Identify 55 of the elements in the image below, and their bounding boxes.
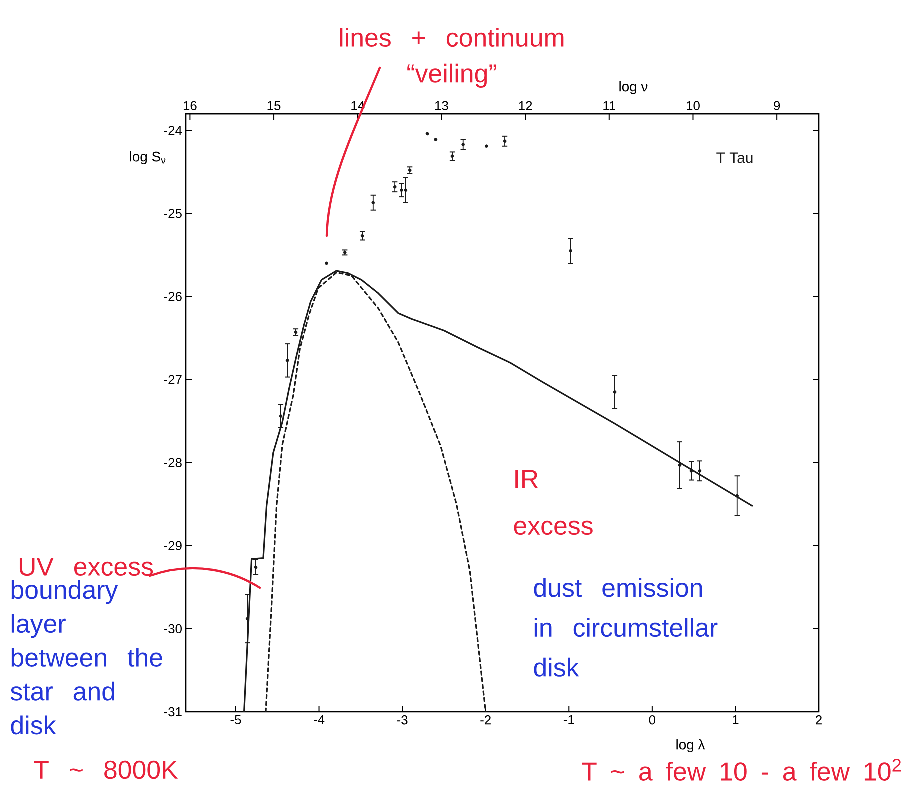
x2-axis-title: log ν: [620, 81, 648, 94]
x2-tick-label: 15: [268, 101, 281, 110]
point: [736, 494, 740, 498]
text: boundary layer between the star and disk: [10, 580, 162, 735]
text: lines + continuum “veiling”: [340, 28, 564, 88]
point: [484, 144, 488, 148]
point: [450, 154, 454, 158]
point: [698, 469, 702, 473]
point: [372, 201, 376, 205]
point: [434, 138, 438, 142]
y-axis-title: log S$_{ν}$: [130, 152, 166, 165]
point: [400, 188, 404, 192]
x-tick-label: -1: [564, 716, 574, 724]
y-tick-label: -24: [164, 126, 182, 136]
text: T ~ 8000K: [34, 760, 178, 780]
x2-tick-label: 10: [687, 101, 700, 110]
text: IR excess: [514, 470, 593, 536]
point: [279, 414, 283, 418]
point: [360, 234, 364, 238]
line-series: [244, 270, 754, 712]
x2-tick-label: 11: [604, 102, 616, 110]
y-tick-label: -25: [164, 209, 182, 218]
x-tick-label: -4: [314, 716, 325, 724]
x-tick-label: -2: [480, 716, 491, 725]
point: [286, 358, 290, 362]
point: [426, 132, 430, 136]
text: T ~ a few 10 - a few 10$^{2}$: [582, 759, 902, 781]
point: [462, 143, 466, 146]
x-tick-label: -5: [230, 716, 242, 725]
annotation: dust emission in circumstellar disk: [534, 578, 718, 677]
point: [678, 464, 682, 468]
x2-tick-label: 9: [774, 101, 780, 110]
annotation: T Tau: [716, 152, 753, 164]
x-axis-title: log λ: [676, 740, 706, 753]
point: [404, 188, 408, 192]
point: [393, 185, 397, 189]
y-tick-label: -30: [164, 624, 182, 634]
x2-tick-label: 12: [519, 101, 532, 110]
point: [325, 262, 328, 266]
y-tick-label: -28: [164, 458, 182, 468]
point: [569, 249, 572, 253]
point: [613, 390, 617, 394]
x2-tick-label: 13: [435, 101, 448, 110]
x-tick-label: 0: [649, 716, 656, 725]
y-tick-label: -31: [164, 707, 182, 717]
x2-tick-label: 16: [184, 101, 197, 110]
y-tick-label: -29: [164, 541, 182, 550]
y-tick-label: -26: [164, 292, 182, 302]
point: [254, 566, 258, 570]
x-tick-label: -3: [397, 716, 408, 725]
x-tick-label: 2: [816, 716, 822, 725]
x-tick-label: 1: [733, 716, 739, 724]
point: [503, 140, 507, 144]
y-tick-label: -27: [164, 375, 182, 384]
text: UV excess: [20, 558, 154, 576]
